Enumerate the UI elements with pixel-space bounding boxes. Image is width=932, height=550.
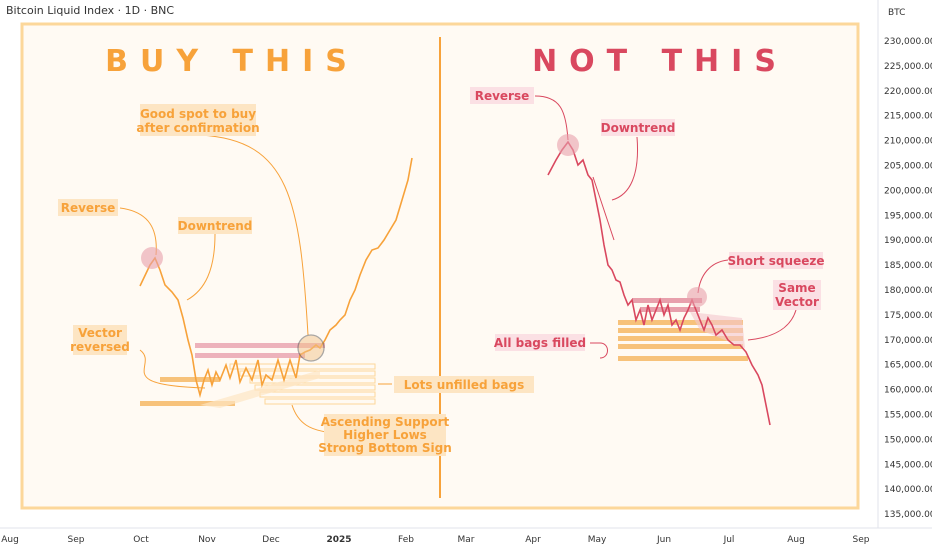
label-left-downtrend: Downtrend [178, 219, 253, 233]
right-squeeze-marker [687, 287, 707, 307]
time-tick-label: Sep [853, 535, 870, 545]
heading-not-this: NOT THIS [532, 44, 788, 79]
price-tick-label: 195,000.00 [884, 211, 932, 221]
price-tick-label: 210,000.00 [884, 137, 932, 147]
time-tick-label: Sep [68, 535, 85, 545]
right-price-line [547, 140, 771, 426]
time-tick-label: Aug [787, 535, 805, 545]
price-tick-label: 220,000.00 [884, 87, 932, 97]
price-tick-label: 175,000.00 [884, 311, 932, 321]
currency-label: BTC [888, 8, 905, 18]
time-tick-label: May [588, 535, 607, 545]
label-good-spot-line1: Good spot to buy [140, 107, 256, 121]
price-tick-label: 170,000.00 [884, 336, 932, 346]
price-tick-label: 205,000.00 [884, 162, 932, 172]
price-ticks: 230,000.00 225,000.00 220,000.00 215,000.00… [884, 37, 932, 520]
price-tick-label: 165,000.00 [884, 361, 932, 371]
time-tick-label: Nov [198, 535, 216, 545]
label-ascending-line1: Ascending Support [321, 415, 450, 429]
label-vector-line2: reversed [70, 340, 130, 354]
time-tick-label: Aug [1, 535, 19, 545]
label-unfilled-bags: Lots unfilled bags [404, 378, 524, 392]
label-right-downtrend: Downtrend [601, 121, 676, 135]
label-right-reverse: Reverse [475, 89, 530, 103]
time-tick-label: Apr [525, 535, 541, 545]
time-tick-label: Oct [133, 535, 149, 545]
chart-title: Bitcoin Liquid Index · 1D · BNC [6, 4, 175, 17]
label-ascending-line2: Higher Lows [343, 428, 427, 442]
price-tick-label: 135,000.00 [884, 510, 932, 520]
price-tick-label: 150,000.00 [884, 435, 932, 445]
time-tick-label: Feb [398, 535, 414, 545]
price-tick-label: 160,000.00 [884, 386, 932, 396]
price-tick-label: 145,000.00 [884, 460, 932, 470]
heading-buy-this: BUY THIS [105, 44, 359, 79]
price-tick-label: 225,000.00 [884, 62, 932, 72]
left-reverse-marker [141, 247, 163, 269]
time-ticks: Aug Sep Oct Nov Dec 2025 Feb Mar Apr May Jun Jul Aug… [1, 535, 870, 545]
label-vector-line1: Vector [78, 326, 122, 340]
right-annotation-lines [534, 95, 797, 359]
price-tick-label: 180,000.00 [884, 286, 932, 296]
time-tick-label: 2025 [326, 535, 351, 545]
time-tick-label: Jun [656, 535, 671, 545]
price-tick-label: 140,000.00 [884, 485, 932, 495]
time-tick-label: Jul [723, 535, 735, 545]
time-tick-label: Dec [262, 535, 279, 545]
price-tick-label: 230,000.00 [884, 37, 932, 47]
label-ascending-line3: Strong Bottom Sign [318, 441, 452, 455]
left-buy-spot-marker [297, 334, 325, 362]
price-tick-label: 190,000.00 [884, 236, 932, 246]
label-same-line1: Same [778, 281, 815, 295]
left-price-line [139, 157, 413, 399]
price-tick-label: 155,000.00 [884, 411, 932, 421]
price-tick-label: 185,000.00 [884, 261, 932, 271]
right-reverse-marker [557, 134, 579, 156]
label-good-spot-line2: after confirmation [136, 121, 259, 135]
label-left-reverse: Reverse [61, 201, 116, 215]
price-tick-label: 200,000.00 [884, 186, 932, 196]
price-tick-label: 215,000.00 [884, 112, 932, 122]
time-tick-label: Mar [458, 535, 475, 545]
left-bags [140, 343, 376, 408]
label-short-squeeze: Short squeeze [728, 254, 825, 268]
label-all-bags-filled: All bags filled [494, 336, 586, 350]
left-annotation-lines [119, 134, 392, 433]
label-same-line2: Vector [775, 295, 819, 309]
